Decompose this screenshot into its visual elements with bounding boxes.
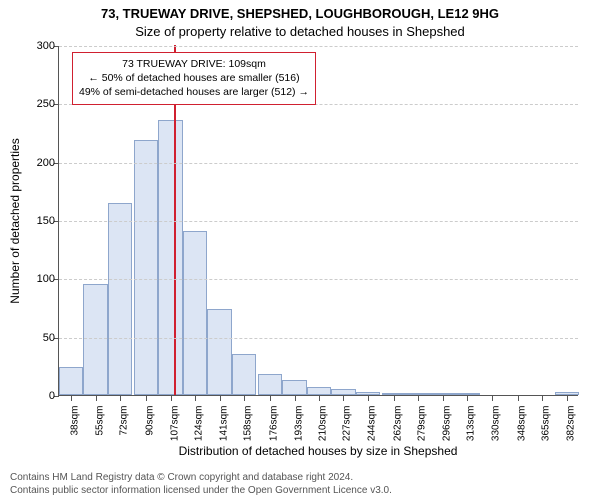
- ytick-label: 300: [25, 40, 55, 52]
- xtick-label: 124sqm: [194, 406, 205, 442]
- ytick-label: 50: [25, 332, 55, 344]
- ytick-label: 250: [25, 98, 55, 110]
- xtick-label: 227sqm: [342, 406, 353, 442]
- gridline: [59, 46, 578, 47]
- histogram-bar: [232, 354, 256, 395]
- callout-line2: ← 50% of detached houses are smaller (51…: [79, 71, 309, 85]
- xtick-mark: [542, 396, 543, 401]
- histogram-bar: [207, 309, 231, 395]
- footer: Contains HM Land Registry data © Crown c…: [10, 471, 590, 497]
- xtick-mark: [96, 396, 97, 401]
- xtick-label: 38sqm: [70, 406, 81, 436]
- footer-line1: Contains HM Land Registry data © Crown c…: [10, 471, 590, 484]
- histogram-bar: [258, 374, 282, 395]
- xtick-mark: [394, 396, 395, 401]
- xtick-mark: [270, 396, 271, 401]
- y-axis-label: Number of detached properties: [8, 46, 22, 396]
- histogram-bar: [307, 387, 331, 395]
- xtick-mark: [443, 396, 444, 401]
- gridline: [59, 221, 578, 222]
- xtick-label: 193sqm: [293, 406, 304, 442]
- histogram-bar: [108, 203, 132, 396]
- callout-line1: 73 TRUEWAY DRIVE: 109sqm: [79, 57, 309, 71]
- gridline: [59, 338, 578, 339]
- x-axis-label: Distribution of detached houses by size …: [58, 444, 578, 458]
- histogram-bar: [158, 120, 182, 395]
- title-address: 73, TRUEWAY DRIVE, SHEPSHED, LOUGHBOROUG…: [0, 6, 600, 21]
- xtick-mark: [368, 396, 369, 401]
- histogram-bar: [59, 367, 83, 395]
- histogram-bar: [183, 231, 207, 396]
- xtick-mark: [467, 396, 468, 401]
- callout-line3: 49% of semi-detached houses are larger (…: [79, 85, 309, 99]
- xtick-label: 158sqm: [243, 406, 254, 442]
- ytick-label: 0: [25, 390, 55, 402]
- xtick-mark: [195, 396, 196, 401]
- xtick-mark: [244, 396, 245, 401]
- ytick-label: 200: [25, 157, 55, 169]
- xtick-label: 382sqm: [565, 406, 576, 442]
- histogram-bar: [134, 140, 158, 396]
- gridline: [59, 163, 578, 164]
- title-subtitle: Size of property relative to detached ho…: [0, 24, 600, 39]
- xtick-label: 176sqm: [269, 406, 280, 442]
- histogram-bar: [555, 392, 579, 396]
- xtick-mark: [319, 396, 320, 401]
- xtick-label: 296sqm: [441, 406, 452, 442]
- xtick-label: 141sqm: [218, 406, 229, 442]
- xtick-mark: [518, 396, 519, 401]
- histogram-bar: [431, 393, 455, 395]
- histogram-bar: [356, 392, 380, 396]
- histogram-bar: [455, 393, 479, 395]
- xtick-label: 330sqm: [490, 406, 501, 442]
- callout-box: 73 TRUEWAY DRIVE: 109sqm ← 50% of detach…: [72, 52, 316, 105]
- histogram-bar: [331, 389, 355, 395]
- ytick-label: 150: [25, 215, 55, 227]
- gridline: [59, 279, 578, 280]
- histogram-bar: [282, 380, 306, 395]
- xtick-mark: [120, 396, 121, 401]
- xtick-label: 72sqm: [119, 406, 130, 436]
- xtick-label: 210sqm: [318, 406, 329, 442]
- xtick-mark: [171, 396, 172, 401]
- xtick-label: 262sqm: [392, 406, 403, 442]
- xtick-label: 107sqm: [169, 406, 180, 442]
- xtick-mark: [146, 396, 147, 401]
- xtick-mark: [418, 396, 419, 401]
- xtick-label: 279sqm: [417, 406, 428, 442]
- xtick-mark: [343, 396, 344, 401]
- xtick-label: 90sqm: [145, 406, 156, 436]
- histogram-bar: [406, 393, 430, 395]
- footer-line2: Contains public sector information licen…: [10, 484, 590, 497]
- histogram-bar: [382, 393, 406, 395]
- xtick-mark: [492, 396, 493, 401]
- chart-container: 73, TRUEWAY DRIVE, SHEPSHED, LOUGHBOROUG…: [0, 0, 600, 500]
- ytick-label: 100: [25, 273, 55, 285]
- xtick-label: 244sqm: [366, 406, 377, 442]
- xtick-label: 348sqm: [516, 406, 527, 442]
- xtick-mark: [71, 396, 72, 401]
- xtick-mark: [567, 396, 568, 401]
- xtick-mark: [220, 396, 221, 401]
- xtick-mark: [295, 396, 296, 401]
- xtick-label: 313sqm: [466, 406, 477, 442]
- histogram-bar: [83, 284, 107, 395]
- xtick-label: 365sqm: [541, 406, 552, 442]
- xtick-label: 55sqm: [94, 406, 105, 436]
